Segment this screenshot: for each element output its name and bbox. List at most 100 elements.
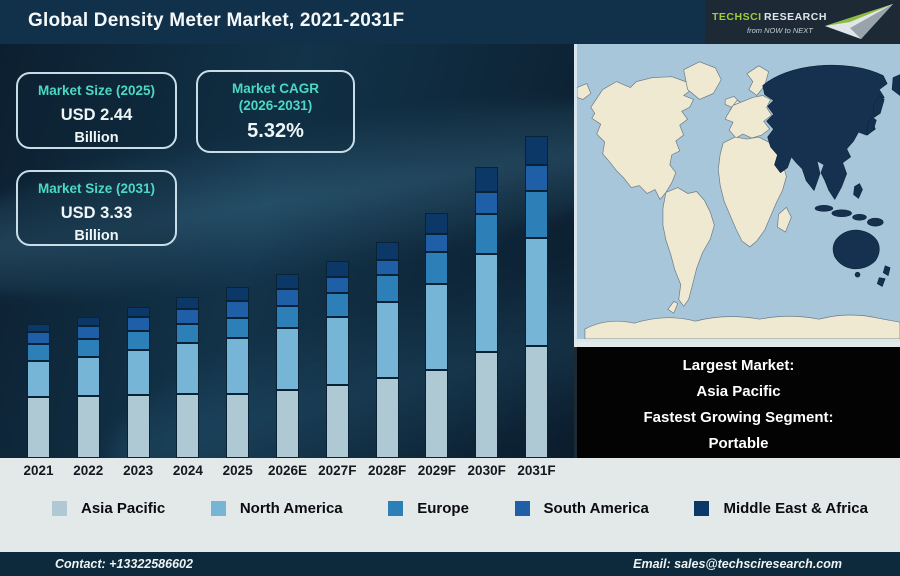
legend-swatch [388,501,404,516]
bar-segment-middle-east-africa [375,242,399,260]
bar-segment-north-america [525,238,548,346]
bar-segment-middle-east-africa [425,213,449,234]
kamchatka [873,95,885,118]
continent-europe [724,95,772,139]
antarctic-peninsula [667,301,679,314]
bar-segment-north-america [126,350,150,395]
market-size-2031-box: Market Size (2031) USD 3.33 Billion [16,170,177,246]
legend-item: Asia Pacific [52,500,165,517]
legend-label: Europe [417,500,469,517]
japan [867,116,877,136]
legend: Asia Pacific North America Europe South Ame… [52,500,868,517]
x-axis-label: 2026E [267,463,308,478]
alaska-sliver [576,83,592,100]
bar-2025 [226,287,250,458]
bar-segment-europe [276,306,299,328]
east-russia-sliver [891,74,900,96]
greenland [683,61,722,100]
market-size-2031-value: USD 3.33 [60,203,133,222]
techsci-logo-graphic: TechSci Research from NOW to NEXT [712,4,893,39]
indonesia-island [831,209,852,218]
bar-segment-south-america [226,301,250,318]
x-axis-label: 2022 [73,463,104,478]
market-size-2025-label: Market Size (2025) [37,83,156,98]
x-axis-label: 2030F [467,463,506,478]
contact-email: Email: sales@techsciresearch.com [633,557,842,571]
bar-segment-north-america [176,343,200,394]
bar-segment-europe [325,293,349,317]
market-cagr-label: Market CAGR [231,81,320,96]
bar-segment-asia-pacific [126,395,150,458]
techsci-logo: TechSci Research from NOW to NEXT [705,0,900,44]
bar-2029F [425,213,449,458]
bar-segment-south-america [276,289,299,306]
legend-item: Europe [388,500,469,517]
highlight-box: Largest Market: Asia Pacific Fastest Gro… [574,347,900,463]
philippines [853,183,863,199]
chart-panel: Market Size (2025) USD 2.44 Billion Mark… [0,44,574,458]
antarctica [584,314,900,340]
bar-segment-asia-pacific [525,346,548,458]
bar-segment-asia-pacific [76,396,100,458]
logo-brand-text: TechSci [712,11,762,23]
bar-segment-asia-pacific [375,378,399,458]
bar-2030F [475,167,499,458]
legend-swatch [514,501,530,516]
contact-phone: Contact: +13322586602 [55,557,193,571]
bar-segment-middle-east-africa [76,317,100,326]
footer-bar: Contact: +13322586602 Email: sales@techs… [0,552,900,576]
logo-brand2-text: Research [764,11,827,23]
bar-segment-europe [126,331,150,350]
title-bar: Global Density Meter Market, 2021-2031F … [0,0,900,44]
legend-item: North America [210,500,343,517]
bar-segment-south-america [126,317,150,331]
bar-segment-north-america [325,317,349,385]
market-size-2025-value: USD 2.44 [60,105,133,124]
bar-segment-asia-pacific [176,394,200,458]
market-size-2025-unit: Billion [74,129,119,146]
bar-segment-north-america [375,302,399,378]
bar-segment-south-america [325,277,349,293]
bar-segment-north-america [76,357,100,396]
continent-africa [717,136,787,248]
bar-segment-europe [226,318,250,338]
fastest-segment-label: Fastest Growing Segment: [643,409,834,426]
bar-segment-europe [176,324,200,343]
bar-segment-europe [375,275,399,302]
bar-segment-north-america [27,361,50,397]
bar-2028F [375,242,399,458]
x-axis-label: 2031F [517,463,556,478]
bar-segment-middle-east-africa [276,274,299,289]
bar-segment-north-america [425,284,449,370]
bar-segment-europe [525,191,548,238]
market-cagr-box: Market CAGR (2026-2031) 5.32% [196,70,355,153]
logo-arrow-body [824,4,893,39]
x-axis-label: 2023 [123,463,154,478]
bar-segment-north-america [276,328,299,390]
continent-south-america [662,187,715,307]
market-size-2031-label: Market Size (2031) [37,181,156,196]
legend-label: Middle East & Africa [723,500,868,517]
bars [0,44,574,458]
bar-segment-south-america [425,234,449,252]
x-axis-label: 2029F [417,463,457,478]
legend-swatch [694,501,710,516]
logo-tagline: from NOW to NEXT [747,26,814,35]
bottom-strip: 2021 2022 2023 2024 2025 2026E 2027F 2028F 2029F… [0,458,900,552]
legend-label: Asia Pacific [81,500,166,517]
bar-segment-middle-east-africa [126,307,150,317]
fastest-segment-value: Portable [708,435,769,452]
continent-north-america [590,76,694,200]
bar-2024 [176,297,200,458]
bar-segment-asia-pacific [425,370,449,458]
x-axis-label: 2021 [23,463,54,478]
bar-segment-south-america [176,309,200,324]
bar-segment-europe [475,214,499,254]
bar-segment-middle-east-africa [325,261,349,277]
bar-segment-europe [425,252,449,284]
legend-label: South America [543,500,649,517]
world-map [574,44,900,342]
bar-segment-europe [76,339,100,357]
madagascar [777,206,792,233]
bar-segment-south-america [27,332,50,344]
